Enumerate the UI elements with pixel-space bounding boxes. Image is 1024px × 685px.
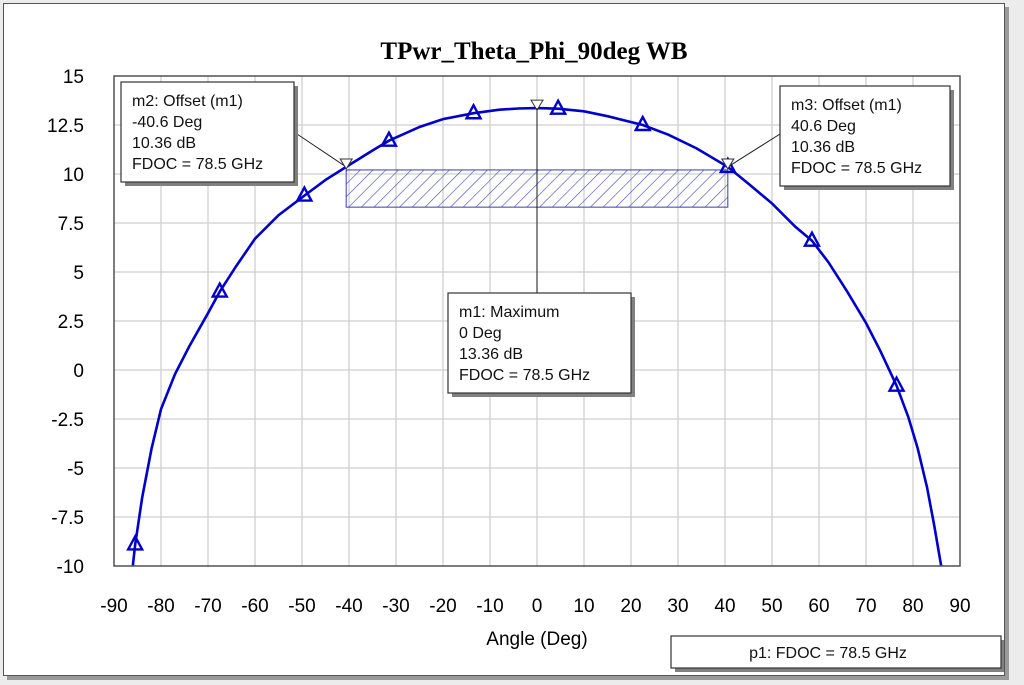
marker-m2-line: m2: Offset (m1) [132,93,243,110]
chart-canvas: TPwr_Theta_Phi_90deg WB 15 12.5 10 7.5 5 2.5 0… [47,38,1004,672]
x-tick-label: -70 [194,596,221,617]
y-tick-label: 2.5 [58,312,84,333]
x-tick-label: 40 [714,596,735,617]
x-tick-label: 60 [808,596,829,617]
y-tick-label: 7.5 [58,214,84,235]
trace-group [131,106,943,567]
x-tick-label: 10 [573,596,594,617]
data-point-marker [126,533,145,551]
marker-m1-line: 13.36 dB [459,346,523,363]
chart-title: TPwr_Theta_Phi_90deg WB [380,38,687,65]
x-tick-label: 30 [667,596,688,617]
marker-group [126,98,906,551]
x-tick-label: -20 [429,596,456,617]
marker-m3-line: m3: Offset (m1) [791,97,902,114]
x-axis-label: Angle (Deg) [486,629,587,650]
x-tick-label: -10 [476,596,503,617]
y-tick-label: 15 [63,67,84,88]
marker-m1-box [447,292,632,394]
y-tick-label: 10 [63,165,84,186]
marker-m1-icon [530,99,544,112]
y-tick-label: 0 [73,361,84,382]
legend: p1: FDOC = 78.5 GHz [670,635,1004,672]
marker-m2-line: FDOC = 78.5 GHz [132,156,263,173]
x-tick-label: -60 [241,596,268,617]
y-tick-label: -2.5 [51,410,84,431]
x-tick-label: 80 [902,596,923,617]
marker-m1-line: FDOC = 78.5 GHz [459,367,590,384]
y-tick-label: 5 [73,263,84,284]
marker-m2-box [120,81,295,183]
marker-m3-line: FDOC = 78.5 GHz [791,160,922,177]
x-tick-label: 20 [620,596,641,617]
x-tick-label: -50 [288,596,315,617]
chart-window: TPwr_Theta_Phi_90deg WB 15 12.5 10 7.5 5 2.5 0… [3,3,1005,676]
data-point-marker [718,156,737,174]
marker-leader-line [293,131,347,168]
data-point-marker [633,114,652,132]
x-axis-ticks: -90 -80 -70 -60 -50 -40 -30 -20 -10 0 10 20 30 40 50 60… [100,596,970,617]
marker-m2-icon [339,158,354,170]
data-point-marker [379,130,398,147]
y-tick-label: 12.5 [47,116,84,137]
y-tick-label: -10 [57,557,84,578]
y-tick-label: -7.5 [51,508,84,529]
x-tick-label: 90 [949,596,970,617]
legend-label: p1: FDOC = 78.5 GHz [749,645,907,662]
plot-area-border [113,75,961,567]
series-line [131,106,943,567]
x-tick-label: -80 [147,596,174,617]
legend-box [670,635,1002,669]
data-point-marker [210,281,229,298]
marker-m2-line: 10.36 dB [132,135,196,152]
marker-m3-line: 10.36 dB [791,139,855,156]
marker-m1-line: m1: Maximum [459,304,559,321]
x-tick-label: -30 [382,596,409,617]
marker-m3-box [779,85,951,187]
marker-boxes: m1: Maximum 0 Deg 13.36 dB FDOC = 78.5 GHz m… [120,81,954,397]
marker-m3-icon [720,158,735,170]
x-tick-label: 70 [855,596,876,617]
x-tick-label: 0 [532,596,543,617]
data-point-marker [464,102,483,120]
data-point-marker [549,98,568,115]
y-axis-ticks: 15 12.5 10 7.5 5 2.5 0 -2.5 -5 -7.5 -10 [47,67,84,578]
y-tick-label: -5 [67,459,84,480]
data-point-marker [802,230,821,247]
marker-m3-line: 40.6 Deg [791,118,856,135]
marker-m2-line: -40.6 Deg [132,114,202,131]
data-point-marker [295,185,314,202]
x-tick-label: -90 [100,596,127,617]
x-tick-label: 50 [761,596,782,617]
data-point-marker [887,375,906,392]
x-tick-label: -40 [335,596,362,617]
marker-m1-line: 0 Deg [459,325,502,342]
marker-leader-line [727,133,781,168]
